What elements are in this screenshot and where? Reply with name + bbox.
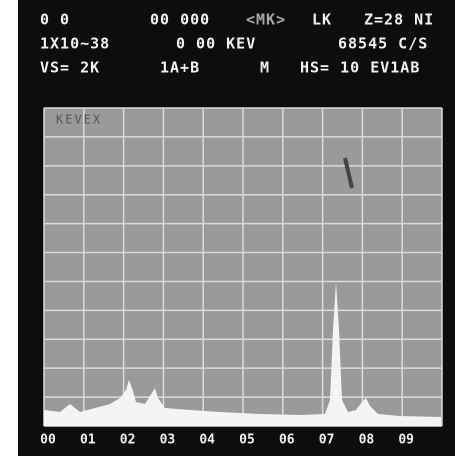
spectrum <box>44 282 441 426</box>
header-text: M <box>260 59 270 77</box>
header-text: 0 0 <box>40 11 70 29</box>
x-axis-label: 01 <box>80 433 96 448</box>
header-text: 68545 C/S <box>338 35 428 53</box>
x-axis-label: 05 <box>239 433 255 448</box>
x-axis-label: 03 <box>160 433 176 448</box>
cursor-mark <box>343 157 354 189</box>
header-text: 0 00 KEV <box>176 35 256 53</box>
header-text: 1A+B <box>160 59 200 77</box>
x-axis-label: 07 <box>319 433 335 448</box>
header-text: Z=28 NI <box>364 11 434 29</box>
x-axis-label: 06 <box>279 433 295 448</box>
x-axis-label: 00 <box>40 433 56 448</box>
grid <box>43 107 443 427</box>
header-text: 1X10~38 <box>40 35 110 53</box>
header-text: HS= 10 EV1AB <box>300 59 420 77</box>
header-text: VS= 2K <box>40 59 100 77</box>
header-text: LK <box>312 11 332 29</box>
x-axis-label: 09 <box>398 433 414 448</box>
header-text: 00 000 <box>150 11 210 29</box>
x-axis-label: 08 <box>359 433 375 448</box>
header-text: <MK> <box>246 11 286 29</box>
screen-label: KEVEX <box>56 113 102 127</box>
x-axis-label: 04 <box>199 433 215 448</box>
x-axis-label: 02 <box>120 433 136 448</box>
